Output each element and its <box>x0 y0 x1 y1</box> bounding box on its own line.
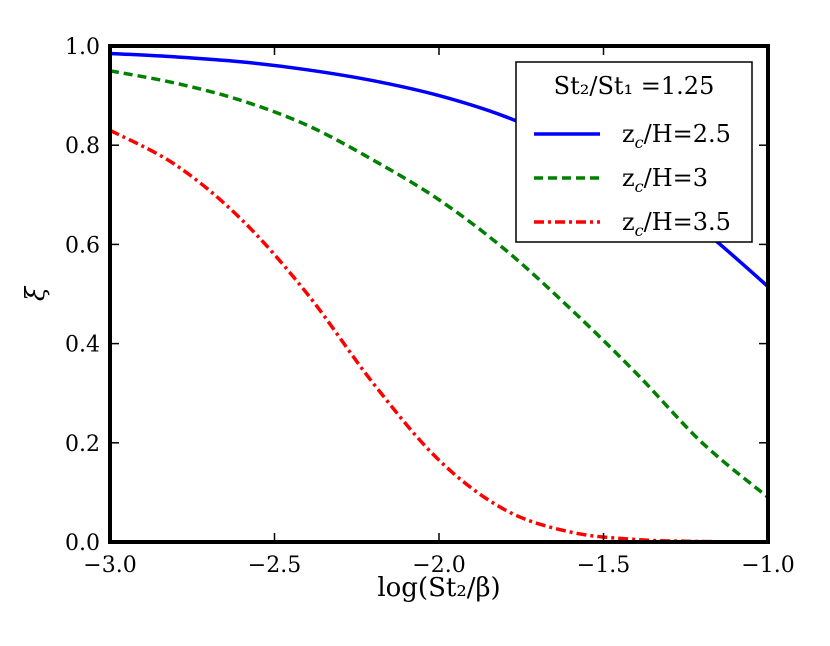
x-tick-label: −1.5 <box>577 553 630 578</box>
x-tick-label: −2.0 <box>412 553 465 578</box>
y-axis-label: ξ <box>21 285 51 301</box>
x-tick-label: −2.5 <box>248 553 301 578</box>
x-tick-label: −1.0 <box>741 553 794 578</box>
y-tick-label: 0.8 <box>65 134 100 159</box>
y-tick-label: 0.6 <box>65 233 100 258</box>
legend-title: St₂/St₁ =1.25 <box>554 72 715 100</box>
legend: St₂/St₁ =1.25 zc/H=2.5 zc/H=3 zc/H=3.5 <box>515 61 753 243</box>
series-line-2 <box>110 69 768 499</box>
y-tick-label: 0.2 <box>65 432 100 457</box>
legend-items: zc/H=2.5 zc/H=3 zc/H=3.5 <box>534 120 731 240</box>
legend-box <box>515 61 753 243</box>
x-axis-ticks: −3.0 −2.5 −2.0 −1.5 −1.0 <box>83 46 795 578</box>
y-tick-label: 0.0 <box>65 531 100 556</box>
y-tick-label: 0.4 <box>65 333 100 358</box>
legend-label-1: zc/H=2.5 <box>622 120 731 152</box>
legend-label-2: zc/H=3 <box>622 164 708 196</box>
y-tick-label: 1.0 <box>65 35 100 60</box>
x-axis-label: log(St₂/β) <box>377 573 500 603</box>
legend-label-3: zc/H=3.5 <box>622 208 731 240</box>
y-axis-ticks: 0.0 0.2 0.4 0.6 0.8 1.0 <box>65 35 768 556</box>
x-tick-label: −3.0 <box>83 553 136 578</box>
